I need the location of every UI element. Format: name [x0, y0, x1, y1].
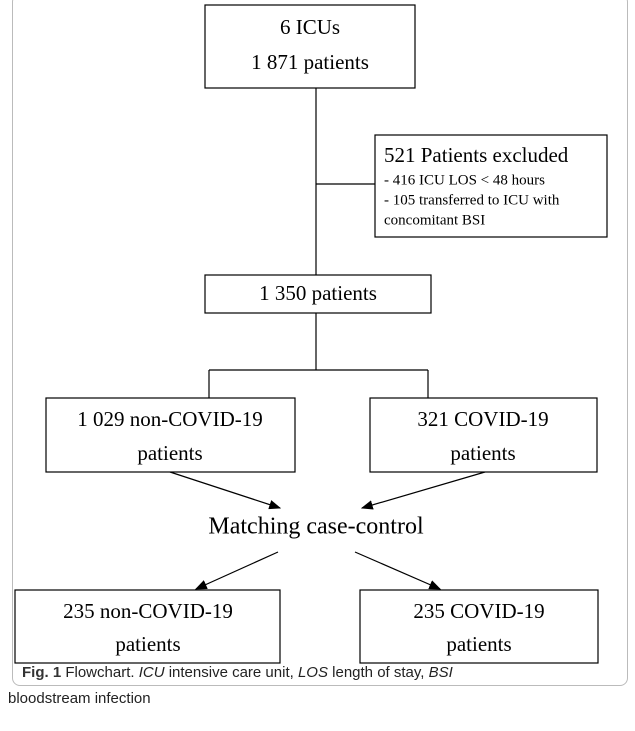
node-text: 1 350 patients — [259, 281, 377, 305]
node-box — [359, 589, 599, 664]
node-box — [14, 589, 281, 664]
node-box — [204, 4, 416, 89]
node-text: - 105 transferred to ICU with — [384, 192, 560, 208]
node-text: patients — [450, 441, 515, 465]
node-title: 521 Patients excluded — [384, 143, 569, 167]
connectors — [169, 88, 486, 590]
node-text: concomitant BSI — [384, 212, 485, 228]
node-text: 235 COVID-19 — [413, 599, 544, 623]
caption: Fig. 1 Flowchart. ICU intensive care uni… — [8, 660, 622, 712]
node-text: - 416 ICU LOS < 48 hours — [384, 172, 545, 188]
node-box — [369, 397, 598, 473]
node-box — [204, 274, 432, 314]
definition: intensive care unit, — [168, 664, 294, 681]
node-text: 235 non-COVID-19 — [63, 599, 233, 623]
abbr: LOS — [297, 664, 328, 681]
node-text: 321 COVID-19 — [417, 407, 548, 431]
abbr: BSI — [428, 664, 453, 681]
node-text: patients — [446, 632, 511, 656]
figure-frame — [12, 0, 628, 686]
node-text: Matching case-control — [208, 514, 424, 540]
node-box — [45, 397, 296, 473]
node-box — [374, 134, 608, 238]
node-text: 1 029 non-COVID-19 — [77, 407, 262, 431]
node-text: 1 871 patients — [251, 50, 369, 74]
caption-text: Flowchart. — [65, 664, 135, 681]
definition: bloodstream infection — [8, 690, 151, 707]
node-text: patients — [137, 441, 202, 465]
abbr: ICU — [138, 664, 165, 681]
node-text: patients — [115, 632, 180, 656]
node-text: 6 ICUs — [280, 15, 340, 39]
caption-label: Fig. 1 — [22, 664, 62, 681]
definition: length of stay, — [332, 664, 425, 681]
